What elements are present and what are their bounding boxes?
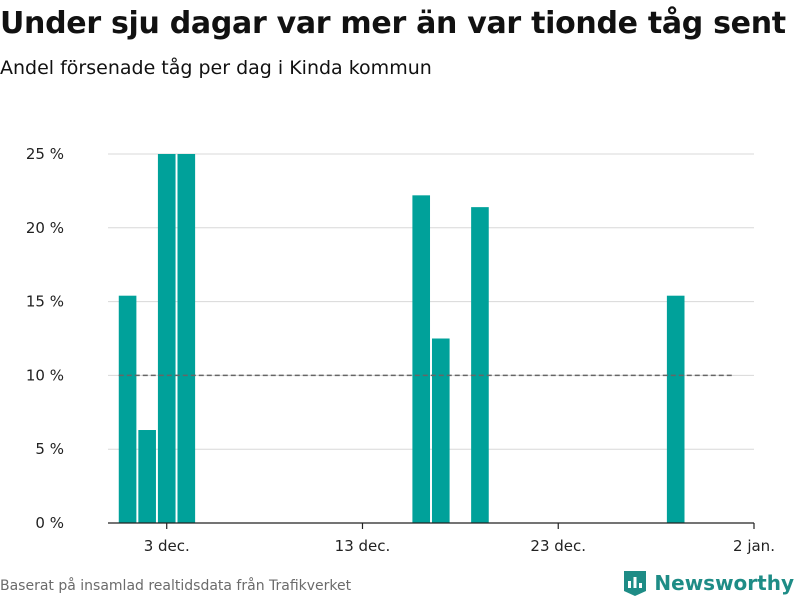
y-axis-ticks: 0 % 5 % 10 % 15 % 20 % 25 %: [26, 145, 64, 532]
y-tick-label: 15 %: [26, 293, 64, 311]
chart-title: Under sju dagar var mer än var tionde tå…: [0, 6, 786, 41]
bar: [431, 338, 450, 523]
bar: [666, 295, 685, 523]
bar: [412, 195, 431, 523]
x-tick-label: 3 dec.: [144, 537, 190, 555]
newsworthy-icon: [624, 571, 647, 596]
chart-subtitle: Andel försenade tåg per dag i Kinda komm…: [0, 57, 432, 79]
grid-lines: [108, 153, 754, 450]
bars: [118, 154, 685, 524]
y-tick-label: 25 %: [26, 145, 64, 163]
bar: [177, 154, 196, 523]
y-tick-label: 5 %: [35, 440, 64, 458]
x-tick-label: 2 jan.: [733, 537, 775, 555]
y-tick-label: 20 %: [26, 219, 64, 237]
x-tick-label: 13 dec.: [335, 537, 391, 555]
source-note: Baserat på insamlad realtidsdata från Tr…: [0, 578, 352, 594]
bar: [138, 430, 156, 523]
x-axis-ticks: 3 dec. 13 dec. 23 dec. 2 jan.: [144, 523, 775, 555]
x-tick-label: 23 dec.: [530, 537, 586, 555]
y-tick-label: 0 %: [35, 514, 64, 532]
brand-logo: Newsworthy: [622, 569, 794, 597]
brand-name: Newsworthy: [654, 571, 794, 595]
y-tick-label: 10 %: [26, 366, 64, 384]
bar: [118, 295, 137, 523]
bar: [157, 154, 176, 523]
bar: [471, 207, 489, 524]
